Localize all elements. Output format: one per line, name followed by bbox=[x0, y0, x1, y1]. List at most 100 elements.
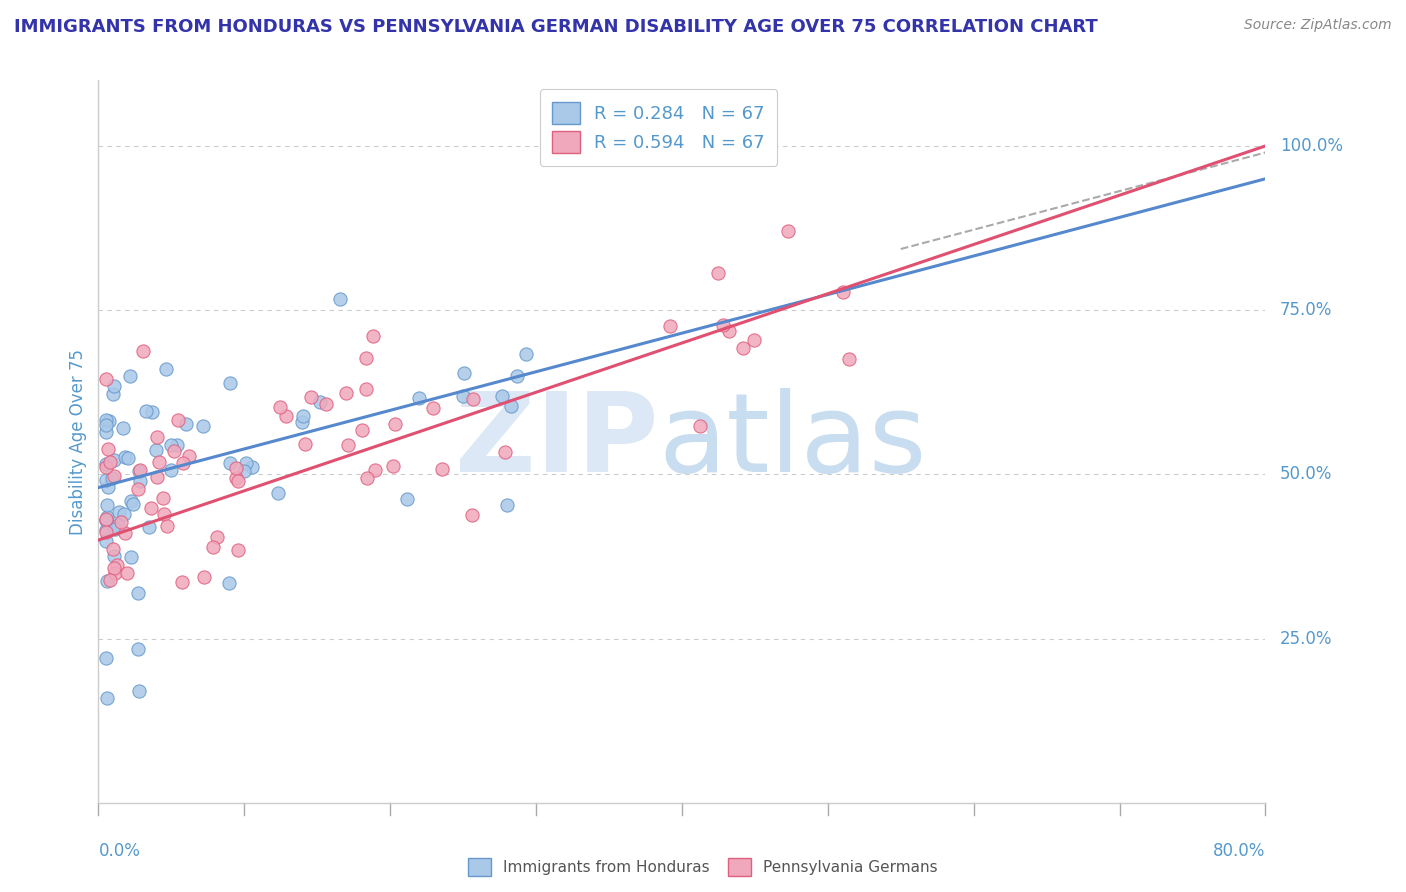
Text: 25.0%: 25.0% bbox=[1279, 630, 1333, 648]
Point bbox=[461, 392, 484, 406]
Point bbox=[94, 512, 117, 526]
Point bbox=[717, 324, 740, 338]
Text: IMMIGRANTS FROM HONDURAS VS PENNSYLVANIA GERMAN DISABILITY AGE OVER 75 CORRELATI: IMMIGRANTS FROM HONDURAS VS PENNSYLVANIA… bbox=[14, 18, 1098, 36]
Point bbox=[711, 318, 734, 333]
Legend: R = 0.284   N = 67, R = 0.594   N = 67: R = 0.284 N = 67, R = 0.594 N = 67 bbox=[540, 89, 778, 166]
Point bbox=[114, 525, 136, 540]
Point bbox=[100, 470, 122, 484]
Point bbox=[94, 425, 117, 439]
Point bbox=[152, 491, 174, 505]
Point bbox=[94, 533, 117, 548]
Point bbox=[94, 651, 117, 665]
Point bbox=[146, 430, 169, 444]
Point bbox=[364, 463, 387, 477]
Point bbox=[103, 379, 125, 393]
Point bbox=[148, 455, 170, 469]
Point bbox=[107, 517, 129, 532]
Point bbox=[94, 524, 117, 539]
Point bbox=[94, 418, 117, 433]
Point bbox=[97, 480, 120, 494]
Point bbox=[103, 560, 125, 574]
Point bbox=[112, 420, 135, 434]
Point bbox=[707, 266, 730, 280]
Text: 100.0%: 100.0% bbox=[1279, 137, 1343, 155]
Point bbox=[145, 442, 167, 457]
Point bbox=[163, 444, 186, 458]
Point bbox=[832, 285, 855, 299]
Point bbox=[104, 522, 127, 536]
Point bbox=[172, 574, 194, 589]
Point bbox=[225, 471, 247, 485]
Point bbox=[225, 461, 247, 475]
Point bbox=[205, 530, 228, 544]
Point bbox=[103, 452, 125, 467]
Point bbox=[127, 642, 149, 657]
Point bbox=[96, 498, 118, 512]
Point bbox=[451, 388, 474, 402]
Text: 0.0%: 0.0% bbox=[98, 842, 141, 860]
Point bbox=[395, 491, 418, 506]
Point bbox=[350, 423, 373, 437]
Point bbox=[505, 369, 527, 384]
Point bbox=[381, 458, 404, 473]
Point bbox=[115, 566, 138, 580]
Point bbox=[107, 558, 129, 573]
Point bbox=[172, 456, 194, 470]
Point bbox=[97, 414, 120, 428]
Point bbox=[122, 497, 145, 511]
Point bbox=[356, 471, 378, 485]
Text: ZIP: ZIP bbox=[456, 388, 658, 495]
Point bbox=[422, 401, 444, 415]
Point bbox=[132, 344, 155, 359]
Point bbox=[103, 541, 125, 556]
Point bbox=[838, 351, 860, 366]
Point bbox=[108, 505, 131, 519]
Point bbox=[384, 417, 406, 431]
Point bbox=[98, 454, 121, 468]
Point bbox=[103, 469, 125, 483]
Point bbox=[308, 395, 330, 409]
Text: atlas: atlas bbox=[658, 388, 927, 495]
Point bbox=[110, 515, 132, 529]
Point bbox=[128, 464, 150, 478]
Point bbox=[315, 396, 337, 410]
Point bbox=[120, 550, 142, 565]
Point bbox=[354, 351, 377, 365]
Point bbox=[202, 541, 225, 555]
Point bbox=[127, 585, 149, 599]
Point bbox=[361, 329, 384, 343]
Point bbox=[103, 549, 125, 563]
Point bbox=[129, 463, 152, 477]
Point bbox=[141, 405, 163, 419]
Point bbox=[232, 465, 254, 479]
Point bbox=[218, 576, 240, 591]
Point bbox=[226, 475, 249, 489]
Point bbox=[299, 391, 322, 405]
Point bbox=[96, 690, 118, 705]
Point bbox=[276, 409, 298, 424]
Point bbox=[177, 450, 200, 464]
Point bbox=[354, 382, 377, 396]
Point bbox=[291, 415, 314, 429]
Point bbox=[94, 457, 117, 471]
Point bbox=[408, 392, 430, 406]
Point bbox=[156, 518, 179, 533]
Point bbox=[100, 573, 122, 587]
Point bbox=[120, 493, 142, 508]
Point bbox=[146, 469, 169, 483]
Point bbox=[160, 463, 183, 477]
Text: Source: ZipAtlas.com: Source: ZipAtlas.com bbox=[1244, 18, 1392, 32]
Point bbox=[103, 387, 125, 401]
Point bbox=[135, 404, 157, 418]
Point bbox=[226, 542, 249, 557]
Point bbox=[778, 224, 800, 238]
Point bbox=[117, 450, 139, 465]
Point bbox=[193, 418, 215, 433]
Point bbox=[176, 417, 198, 431]
Point bbox=[167, 413, 190, 427]
Point bbox=[491, 389, 513, 403]
Point bbox=[219, 376, 242, 390]
Point bbox=[139, 501, 162, 516]
Point bbox=[96, 509, 118, 524]
Point bbox=[742, 333, 765, 347]
